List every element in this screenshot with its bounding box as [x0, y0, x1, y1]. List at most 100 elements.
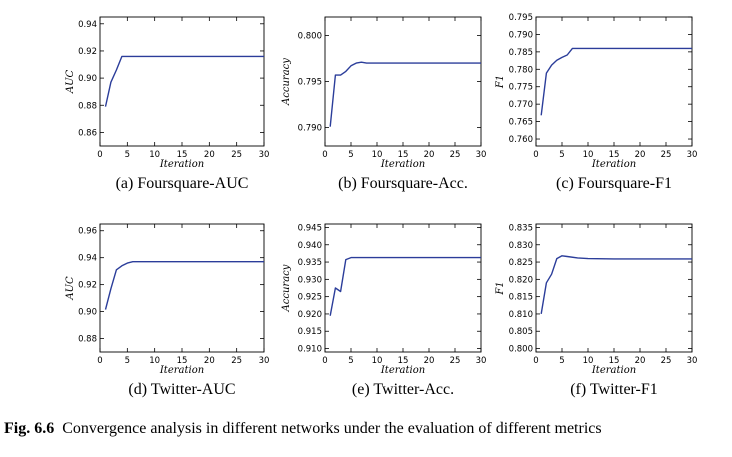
- x-tick-label: 10: [372, 356, 383, 366]
- y-tick-label: 0.915: [298, 327, 322, 337]
- chart-panel-3: 0 5 10 15 20 25 30 0.760 0.765 0.770 0.775 0.780 0.7…: [495, 13, 697, 192]
- x-tick-label: 20: [424, 356, 435, 366]
- x-tick-label: 10: [583, 150, 594, 160]
- y-tick-label: 0.88: [78, 335, 97, 345]
- x-tick-label: 5: [348, 150, 353, 160]
- plot-frame: [324, 223, 482, 353]
- x-tick-label: 0: [97, 150, 102, 160]
- x-tick-label: 10: [149, 356, 160, 366]
- y-tick-label: 0.920: [298, 310, 322, 320]
- y-tick-label: 0.780: [509, 65, 533, 75]
- plot-frame: [535, 223, 693, 353]
- y-tick-label: 0.775: [509, 83, 533, 93]
- chart-panel-6: 0 5 10 15 20 25 30 0.800 0.805 0.810 0.815 0.820 0.8…: [495, 223, 697, 398]
- y-tick-label: 0.795: [298, 78, 322, 88]
- x-axis-label: Iteration: [591, 365, 636, 376]
- x-tick-label: 5: [348, 356, 353, 366]
- subfigure-caption: (c) Foursquare-F1: [556, 175, 672, 192]
- x-tick-label: 25: [231, 150, 242, 160]
- x-tick-label: 25: [231, 356, 242, 366]
- y-axis-label: AUC: [65, 70, 76, 95]
- x-tick-label: 10: [372, 150, 383, 160]
- x-tick-label: 15: [177, 150, 188, 160]
- y-tick-label: 0.925: [298, 293, 322, 303]
- y-tick-label: 0.86: [78, 128, 97, 138]
- y-tick-label: 0.930: [298, 275, 322, 285]
- figure-caption: Fig. 6.6 Convergence analysis in differe…: [4, 420, 602, 438]
- series-line: [540, 255, 692, 315]
- y-tick-label: 0.830: [509, 241, 533, 251]
- y-tick-label: 0.790: [298, 124, 322, 134]
- y-axis-label: F1: [495, 281, 506, 295]
- y-tick-label: 0.800: [298, 31, 322, 41]
- y-tick-label: 0.825: [509, 258, 533, 268]
- y-tick-label: 0.92: [78, 281, 97, 291]
- x-tick-label: 5: [559, 150, 564, 160]
- x-tick-label: 20: [424, 150, 435, 160]
- figure-caption-text: Convergence analysis in different networ…: [62, 420, 602, 437]
- x-tick-label: 10: [583, 356, 594, 366]
- chart-panel-1: 0 5 10 15 20 25 30 0.86 0.88 0.90 0.92 0.94 Iteratio…: [65, 16, 270, 192]
- x-tick-label: 5: [125, 150, 130, 160]
- y-tick-label: 0.815: [509, 293, 533, 303]
- y-tick-label: 0.770: [509, 100, 533, 110]
- x-tick-label: 30: [687, 150, 698, 160]
- x-tick-label: 25: [450, 150, 461, 160]
- y-tick-label: 0.935: [298, 258, 322, 268]
- x-tick-label: 30: [259, 356, 270, 366]
- y-tick-label: 0.820: [509, 275, 533, 285]
- plot-frame: [99, 223, 265, 353]
- y-tick-label: 0.940: [298, 241, 322, 251]
- y-tick-label: 0.810: [509, 310, 533, 320]
- x-axis-label: Iteration: [380, 365, 425, 376]
- x-axis-label: Iteration: [380, 159, 425, 170]
- x-tick-label: 0: [533, 356, 538, 366]
- x-tick-label: 5: [125, 356, 130, 366]
- y-tick-label: 0.795: [509, 13, 533, 23]
- chart-panel-5: 0 5 10 15 20 25 30 0.910 0.915 0.920 0.925 0.930 0.9…: [281, 223, 486, 398]
- y-axis-label: F1: [495, 75, 506, 89]
- x-tick-label: 0: [533, 150, 538, 160]
- series-line: [104, 261, 264, 310]
- y-tick-label: 0.90: [78, 74, 97, 84]
- x-axis-label: Iteration: [159, 365, 204, 376]
- y-tick-label: 0.790: [509, 30, 533, 40]
- y-tick-label: 0.765: [509, 118, 533, 128]
- x-tick-label: 20: [635, 150, 646, 160]
- x-tick-label: 20: [204, 356, 215, 366]
- chart-panel-2: 0 5 10 15 20 25 30 0.790 0.795 0.800 Iteration Accu…: [281, 16, 486, 192]
- y-axis-label: Accuracy: [281, 58, 292, 106]
- x-tick-label: 0: [322, 150, 327, 160]
- plot-frame: [535, 16, 693, 147]
- y-axis-label: AUC: [65, 276, 76, 301]
- x-axis-label: Iteration: [591, 159, 636, 170]
- x-tick-label: 30: [687, 356, 698, 366]
- y-tick-label: 0.805: [509, 327, 533, 337]
- x-tick-label: 15: [609, 150, 620, 160]
- series-line: [329, 61, 481, 127]
- x-tick-label: 15: [177, 356, 188, 366]
- plot-frame: [99, 16, 265, 147]
- x-tick-label: 30: [259, 150, 270, 160]
- x-tick-label: 10: [149, 150, 160, 160]
- y-tick-label: 0.785: [509, 48, 533, 58]
- subfigure-caption: (d) Twitter-AUC: [128, 381, 235, 398]
- figure-canvas: 0 5 10 15 20 25 30 0.86 0.88 0.90 0.92 0.94 Iteratio…: [65, 13, 697, 398]
- y-tick-label: 0.92: [78, 47, 97, 57]
- chart-panel-4: 0 5 10 15 20 25 30 0.88 0.90 0.92 0.94 0.96 Iteratio…: [65, 223, 270, 398]
- x-axis-label: Iteration: [159, 159, 204, 170]
- subfigure-caption: (b) Foursquare-Acc.: [338, 175, 468, 192]
- x-tick-label: 20: [204, 150, 215, 160]
- y-tick-label: 0.94: [78, 20, 97, 30]
- y-axis-label: Accuracy: [281, 264, 292, 312]
- subfigure-caption: (a) Foursquare-AUC: [116, 175, 249, 192]
- y-tick-label: 0.835: [509, 223, 533, 233]
- y-tick-label: 0.800: [509, 345, 533, 355]
- subfigure-caption: (e) Twitter-Acc.: [352, 381, 454, 398]
- series-line: [104, 55, 264, 107]
- x-tick-label: 15: [398, 150, 409, 160]
- y-tick-label: 0.94: [78, 254, 97, 264]
- series-line: [540, 47, 692, 116]
- plot-frame: [324, 16, 482, 147]
- x-tick-label: 30: [476, 356, 487, 366]
